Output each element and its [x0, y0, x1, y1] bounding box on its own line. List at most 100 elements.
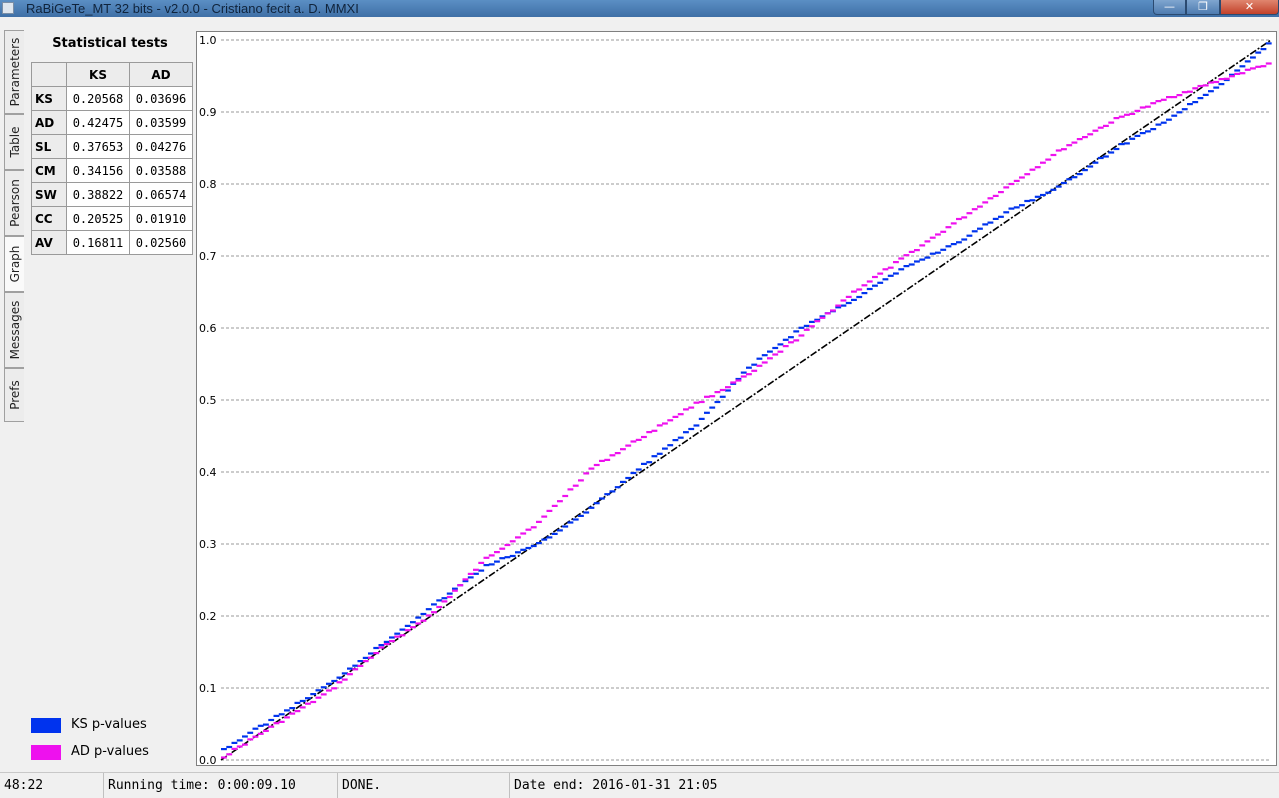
ad-cell[interactable]: 0.01910: [129, 206, 193, 231]
row-header: SL: [31, 134, 67, 159]
data-point: [1202, 93, 1209, 96]
ad-cell[interactable]: 0.04276: [129, 134, 193, 159]
column-header-ks[interactable]: KS: [66, 62, 130, 87]
data-point: [861, 284, 868, 287]
minimize-button[interactable]: —: [1153, 0, 1186, 15]
data-point: [625, 444, 632, 447]
data-point: [809, 325, 815, 328]
data-point: [341, 672, 348, 675]
data-point: [819, 315, 826, 318]
data-point: [940, 248, 947, 251]
pvalue-plot[interactable]: 0.0 0.1 0.2 0.3 0.4 0.5 0.6 0.7 0.8 0.9 1.0: [196, 31, 1277, 766]
data-point: [940, 230, 947, 233]
data-point: [782, 338, 789, 341]
data-point: [1066, 178, 1073, 181]
data-point: [803, 328, 810, 331]
data-point: [1029, 168, 1036, 171]
tab-messages[interactable]: Messages: [4, 292, 24, 368]
data-point: [856, 288, 863, 291]
tab-pearson[interactable]: Pearson: [4, 170, 24, 236]
y-tick-labels: 0.0 0.1 0.2 0.3 0.4 0.5 0.6 0.7 0.8 0.9 1.0: [199, 34, 217, 766]
close-button[interactable]: ✕: [1220, 0, 1279, 15]
data-point: [803, 324, 810, 327]
tab-prefs[interactable]: Prefs: [4, 368, 24, 422]
data-point: [767, 357, 773, 360]
ks-cell[interactable]: 0.20525: [66, 206, 130, 231]
data-point: [672, 439, 679, 442]
data-point: [352, 668, 359, 671]
data-point: [977, 205, 983, 208]
data-point: [399, 634, 406, 637]
ad-series: [221, 62, 1272, 759]
data-point: [1050, 188, 1057, 191]
ad-cell[interactable]: 0.03599: [129, 110, 193, 135]
data-point: [1155, 100, 1162, 103]
data-point: [688, 427, 695, 431]
data-point: [898, 257, 905, 260]
data-point: [614, 452, 621, 455]
data-point: [567, 521, 574, 524]
table-corner: [31, 62, 67, 87]
data-point: [903, 265, 910, 268]
data-point: [499, 547, 506, 550]
data-point: [509, 540, 516, 543]
tab-parameters[interactable]: Parameters: [4, 30, 24, 114]
data-point: [1034, 195, 1041, 198]
ad-cell[interactable]: 0.02560: [129, 230, 193, 255]
tab-graph[interactable]: Graph: [4, 236, 24, 292]
data-point: [714, 391, 721, 394]
app-icon[interactable]: [2, 2, 14, 14]
column-header-ad[interactable]: AD: [129, 62, 193, 87]
ks-cell[interactable]: 0.20568: [66, 86, 130, 111]
data-point: [509, 554, 516, 558]
data-point: [1013, 179, 1020, 182]
data-point: [620, 448, 626, 451]
data-point: [1013, 206, 1020, 209]
ks-cell[interactable]: 0.37653: [66, 134, 130, 159]
data-point: [714, 400, 721, 404]
data-point: [961, 216, 968, 219]
data-point: [462, 578, 469, 581]
ks-cell[interactable]: 0.34156: [66, 158, 130, 183]
y-tick-label: 0.2: [199, 610, 217, 623]
data-point: [625, 476, 632, 480]
reference-diagonal-line: [220, 39, 1272, 761]
data-point: [651, 455, 658, 458]
data-point: [221, 748, 227, 751]
ad-cell[interactable]: 0.06574: [129, 182, 193, 207]
data-point: [530, 526, 537, 529]
status-bar: 48:22 Running time: 0:00:09.10 DONE. Dat…: [0, 772, 1279, 798]
data-point: [1076, 173, 1083, 176]
data-point: [231, 747, 238, 750]
data-point: [1229, 75, 1235, 78]
ks-cell[interactable]: 0.38822: [66, 182, 130, 207]
data-point: [1103, 124, 1109, 127]
data-point: [1008, 207, 1015, 210]
data-point: [1097, 126, 1104, 129]
tab-table[interactable]: Table: [4, 114, 24, 170]
data-point: [887, 274, 894, 277]
data-point: [1124, 142, 1130, 145]
data-point: [599, 497, 605, 500]
data-point: [793, 330, 800, 333]
data-point: [782, 345, 789, 348]
data-point: [299, 706, 306, 709]
data-point: [578, 479, 584, 482]
data-point: [1061, 181, 1067, 185]
maximize-button[interactable]: ❐: [1186, 0, 1220, 15]
data-point: [331, 687, 338, 690]
tab-label: Messages: [7, 300, 22, 360]
data-point: [667, 444, 674, 447]
data-point: [431, 611, 437, 614]
data-point: [903, 254, 910, 257]
data-point: [284, 716, 290, 719]
ad-cell[interactable]: 0.03696: [129, 86, 193, 111]
ks-cell[interactable]: 0.16811: [66, 230, 130, 255]
data-point: [662, 422, 668, 425]
data-point: [578, 514, 584, 517]
y-tick-label: 0.5: [199, 394, 217, 407]
ks-cell[interactable]: 0.42475: [66, 110, 130, 135]
data-point: [772, 353, 779, 356]
data-point: [1118, 143, 1125, 146]
ad-cell[interactable]: 0.03588: [129, 158, 193, 183]
